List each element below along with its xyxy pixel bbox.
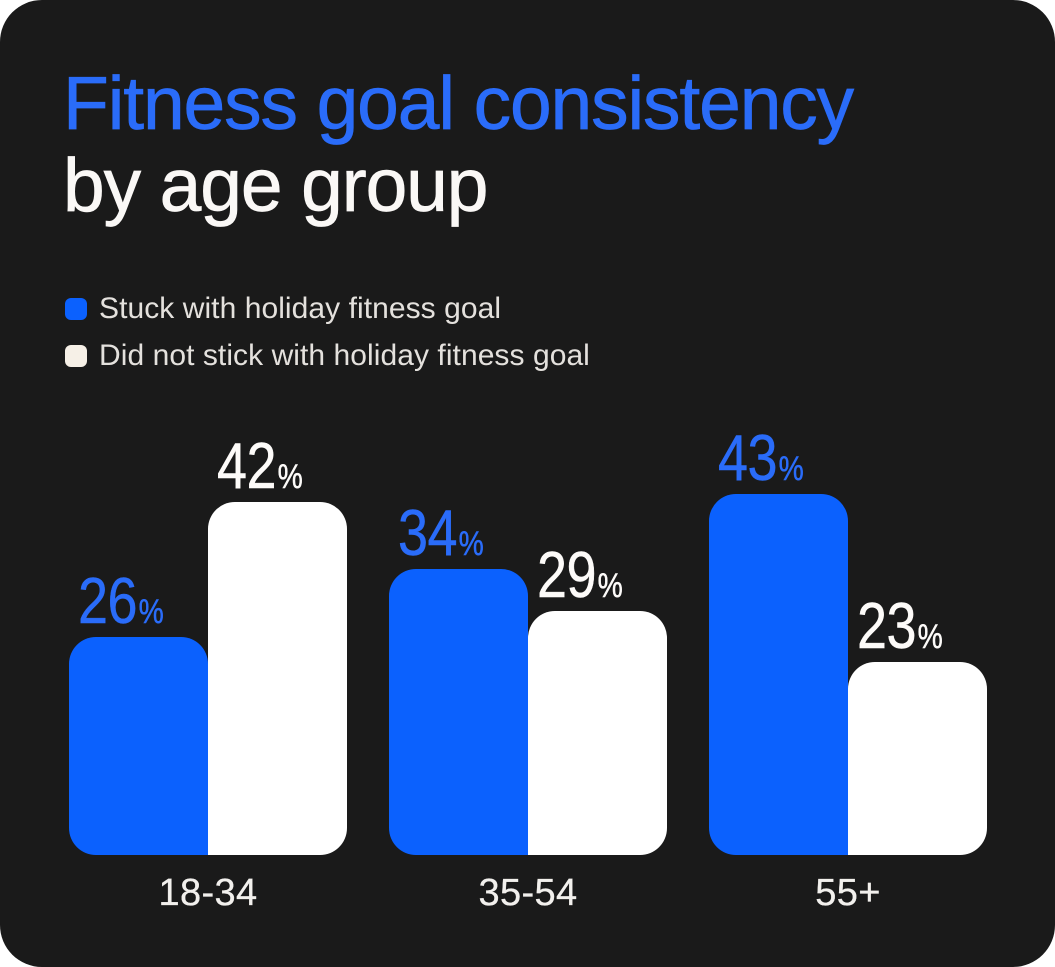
bar-value-label-did-not-stick-35-54: 29% xyxy=(537,542,640,608)
bar-value-label-did-not-stick-55+: 23% xyxy=(857,593,960,659)
legend-swatch-blue-icon xyxy=(65,298,87,320)
legend-item-stuck: Stuck with holiday fitness goal xyxy=(65,292,590,326)
legend-item-did-not-stick: Did not stick with holiday fitness goal xyxy=(65,339,590,373)
bar-wrap-did-not-stick-35-54: 29% xyxy=(528,542,667,855)
chart-title: Fitness goal consistency by age group xyxy=(63,61,855,227)
bar-value-number: 43 xyxy=(718,421,778,494)
bar-did-not-stick-18-34 xyxy=(208,502,347,855)
bar-value-text: 34% xyxy=(398,500,484,566)
bar-wrap-stuck-18-34: 26% xyxy=(69,568,208,855)
bar-value-text: 43% xyxy=(718,425,804,491)
bar-value-label-stuck-55+: 43% xyxy=(718,425,821,491)
bar-wrap-stuck-35-54: 34% xyxy=(389,500,528,855)
bar-value-text: 23% xyxy=(857,593,943,659)
chart-title-line-2: by age group xyxy=(63,143,489,227)
chart-title-line-1: Fitness goal consistency xyxy=(63,61,855,145)
category-label-18-34: 18-34 xyxy=(158,872,258,914)
legend-label-did-not-stick: Did not stick with holiday fitness goal xyxy=(99,339,590,372)
bar-stuck-55+ xyxy=(709,494,848,855)
bar-stuck-18-34 xyxy=(69,637,208,855)
bar-wrap-did-not-stick-55+: 23% xyxy=(848,593,987,855)
bar-value-number: 34 xyxy=(398,496,458,569)
bar-wrap-stuck-55+: 43% xyxy=(709,425,848,855)
bar-value-text: 29% xyxy=(537,542,623,608)
bar-did-not-stick-55+ xyxy=(848,662,987,855)
bar-stuck-35-54 xyxy=(389,569,528,855)
bar-value-percent-sign: % xyxy=(138,593,164,631)
bar-chart: 26% 42% 34% 29% 43% 23% xyxy=(69,425,987,855)
bar-value-text: 26% xyxy=(78,568,164,634)
bar-group-55+: 43% 23% xyxy=(709,425,987,855)
category-label-55+: 55+ xyxy=(815,872,881,914)
bar-value-number: 29 xyxy=(537,538,597,611)
legend: Stuck with holiday fitness goal Did not … xyxy=(65,292,590,373)
legend-label-stuck: Stuck with holiday fitness goal xyxy=(99,292,502,325)
bar-value-percent-sign: % xyxy=(597,567,623,605)
bar-value-percent-sign: % xyxy=(917,618,943,656)
category-label-35-54: 35-54 xyxy=(478,872,578,914)
bar-value-percent-sign: % xyxy=(778,450,804,488)
bar-value-label-did-not-stick-18-34: 42% xyxy=(217,433,320,499)
bar-group-18-34: 26% 42% xyxy=(69,433,347,855)
bar-did-not-stick-35-54 xyxy=(528,611,667,855)
bar-value-label-stuck-35-54: 34% xyxy=(398,500,501,566)
bar-value-percent-sign: % xyxy=(277,458,303,496)
bar-value-label-stuck-18-34: 26% xyxy=(78,568,181,634)
bar-value-number: 26 xyxy=(78,564,138,637)
category-axis: 18-34 35-54 55+ xyxy=(69,872,987,915)
bar-value-text: 42% xyxy=(217,433,303,499)
bar-group-35-54: 34% 29% xyxy=(389,500,667,855)
legend-swatch-cream-icon xyxy=(65,345,87,367)
bar-value-number: 42 xyxy=(217,429,277,502)
bar-wrap-did-not-stick-18-34: 42% xyxy=(208,433,347,855)
bar-value-number: 23 xyxy=(857,589,917,662)
bar-value-percent-sign: % xyxy=(458,525,484,563)
